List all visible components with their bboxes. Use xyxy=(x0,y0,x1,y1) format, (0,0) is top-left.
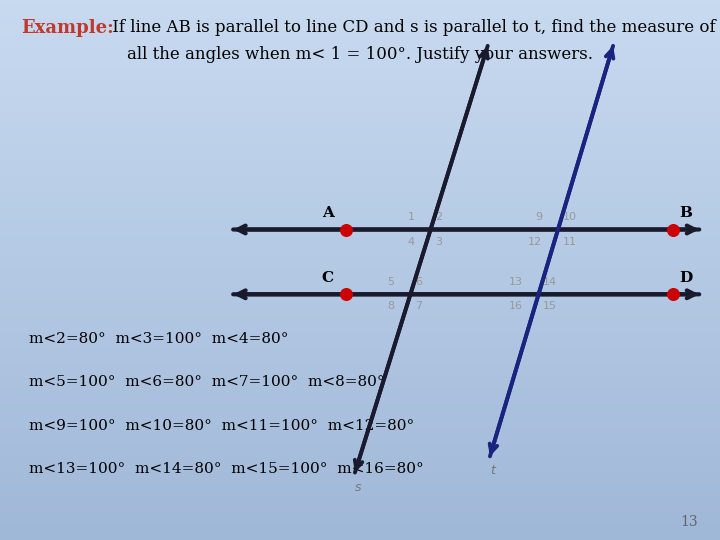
Text: m<9=100°  m<10=80°  m<11=100°  m<12=80°: m<9=100° m<10=80° m<11=100° m<12=80° xyxy=(29,418,414,433)
Text: all the angles when m< 1 = 100°. Justify your answers.: all the angles when m< 1 = 100°. Justify… xyxy=(127,46,593,63)
Text: Example:: Example: xyxy=(22,19,114,37)
Text: 5: 5 xyxy=(387,277,395,287)
Text: s: s xyxy=(354,481,361,494)
Text: B: B xyxy=(680,206,693,220)
Text: C: C xyxy=(322,271,333,285)
Text: 9: 9 xyxy=(535,212,542,222)
Text: 13: 13 xyxy=(681,515,698,529)
Text: 16: 16 xyxy=(509,301,523,312)
Text: 12: 12 xyxy=(528,237,542,247)
Text: 10: 10 xyxy=(563,212,577,222)
Text: m<13=100°  m<14=80°  m<15=100°  m<16=80°: m<13=100° m<14=80° m<15=100° m<16=80° xyxy=(29,462,423,476)
Text: 15: 15 xyxy=(544,301,557,312)
Text: D: D xyxy=(680,271,693,285)
Text: 4: 4 xyxy=(408,237,415,247)
Point xyxy=(667,290,679,299)
Text: 1: 1 xyxy=(408,212,415,222)
Text: 2: 2 xyxy=(436,212,442,222)
Text: 13: 13 xyxy=(509,277,523,287)
Text: t: t xyxy=(490,464,495,477)
Text: 11: 11 xyxy=(563,237,577,247)
Text: If line AB is parallel to line CD and s is parallel to t, find the measure of: If line AB is parallel to line CD and s … xyxy=(107,19,715,36)
Text: m<2=80°  m<3=100°  m<4=80°: m<2=80° m<3=100° m<4=80° xyxy=(29,332,288,346)
Text: 3: 3 xyxy=(436,237,442,247)
Point xyxy=(667,225,679,234)
Text: A: A xyxy=(322,206,333,220)
Text: 14: 14 xyxy=(544,277,557,287)
Text: 6: 6 xyxy=(415,277,422,287)
Point xyxy=(340,290,351,299)
Text: 7: 7 xyxy=(415,301,422,312)
Text: m<5=100°  m<6=80°  m<7=100°  m<8=80°: m<5=100° m<6=80° m<7=100° m<8=80° xyxy=(29,375,384,389)
Text: 8: 8 xyxy=(387,301,395,312)
Point xyxy=(340,225,351,234)
